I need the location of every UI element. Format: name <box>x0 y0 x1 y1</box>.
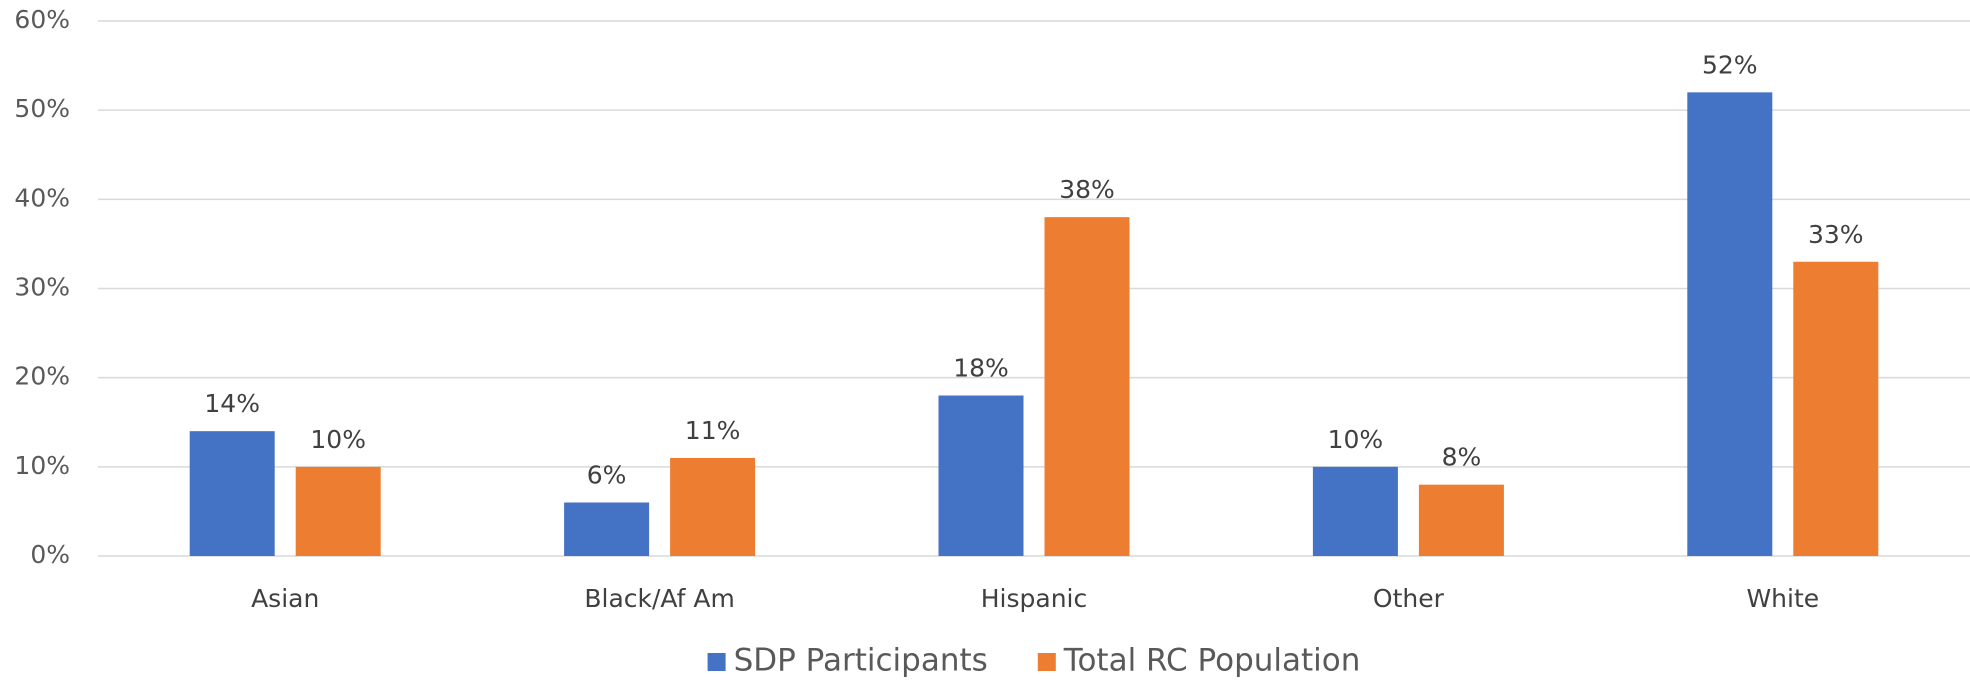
bar <box>189 431 275 556</box>
data-label: 18% <box>953 354 1009 383</box>
bar <box>295 466 381 556</box>
bar <box>1687 92 1773 556</box>
data-label: 10% <box>310 425 366 454</box>
y-tick-label: 30% <box>14 273 70 302</box>
data-label: 11% <box>685 416 741 445</box>
data-label: 10% <box>1328 425 1384 454</box>
y-tick-label: 0% <box>30 540 70 569</box>
data-label: 14% <box>204 389 260 418</box>
x-tick-label: Other <box>1373 584 1445 613</box>
x-tick-label: White <box>1746 584 1819 613</box>
bar <box>1312 466 1398 556</box>
legend-swatch <box>1037 653 1056 671</box>
bar <box>670 457 756 556</box>
x-tick-label: Hispanic <box>981 584 1088 613</box>
y-tick-label: 50% <box>14 94 70 123</box>
y-tick-label: 20% <box>14 362 70 391</box>
bar <box>1044 217 1130 556</box>
x-tick-label: Asian <box>251 584 319 613</box>
legend-label: SDP Participants <box>734 643 988 679</box>
x-tick-label: Black/Af Am <box>584 584 734 613</box>
data-label: 38% <box>1059 175 1115 204</box>
y-tick-label: 40% <box>14 183 70 212</box>
y-tick-label: 60% <box>14 5 70 34</box>
bar <box>1793 261 1879 556</box>
y-tick-label: 10% <box>14 451 70 480</box>
data-label: 52% <box>1702 50 1758 79</box>
legend-label: Total RC Population <box>1063 643 1361 679</box>
bar <box>938 395 1024 556</box>
data-label: 33% <box>1808 220 1864 249</box>
data-label: 8% <box>1442 443 1482 472</box>
data-label: 6% <box>587 461 627 490</box>
legend-swatch <box>707 653 726 671</box>
bar <box>564 502 650 556</box>
bar <box>1418 484 1504 556</box>
